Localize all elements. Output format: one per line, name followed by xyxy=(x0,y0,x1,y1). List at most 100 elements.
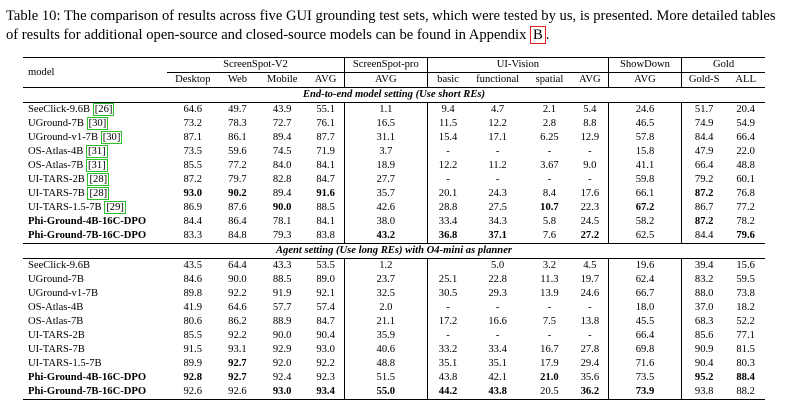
metric-cell: 95.2 xyxy=(681,371,727,385)
model-name-text: UI-TARS-1.5-7B xyxy=(28,202,102,213)
metric-cell: 66.4 xyxy=(681,159,727,173)
citation-link[interactable]: [28] xyxy=(87,173,110,186)
metric-cell: 93.1 xyxy=(228,344,247,355)
metric-cell: 41.1 xyxy=(607,159,682,173)
model-name-text: Phi-Ground-4B-16C-DPO xyxy=(28,216,147,227)
subheader: spatial xyxy=(535,74,564,85)
metric-cell: 17.1 xyxy=(488,132,507,143)
model-name: OS-Atlas-4B [31] xyxy=(23,145,167,159)
citation-number: 26 xyxy=(98,104,109,115)
metric-cell: 24.3 xyxy=(488,188,507,199)
metric-cell: 35.7 xyxy=(343,187,428,201)
metric-cell: 88.9 xyxy=(272,316,292,327)
metric-cell: 88.2 xyxy=(726,385,765,400)
metric-cell: 82.8 xyxy=(272,174,292,185)
model-name: UI-TARS-2B [28] xyxy=(23,173,167,187)
metric-cell: 44.2 xyxy=(426,385,469,400)
metric-cell: - xyxy=(495,330,500,341)
metric-cell: 10.7 xyxy=(540,202,559,213)
model-name: UI-TARS-2B xyxy=(23,329,167,343)
subheader: AVG xyxy=(343,72,428,88)
metric-cell: 33.2 xyxy=(426,343,469,357)
table-body: End-to-end model setting (Use short REs)… xyxy=(23,87,765,400)
citation-link[interactable]: [30] xyxy=(86,117,109,130)
metric-cell: 27.2 xyxy=(580,230,600,241)
metric-cell: 84.4 xyxy=(681,131,727,145)
model-name: UI-TARS-1.5-7B [29] xyxy=(23,201,167,215)
metric-cell: 2.1 xyxy=(527,102,572,117)
model-name-text: UGround-v1-7B xyxy=(28,132,99,143)
appendix-link[interactable]: B xyxy=(530,26,546,44)
metric-cell: 92.9 xyxy=(272,344,292,355)
metric-cell: 92.6 xyxy=(167,385,219,400)
metric-cell: - xyxy=(588,174,592,185)
model-name-text: UGround-7B xyxy=(28,118,84,129)
group-header: ScreenSpot-V2 xyxy=(167,57,345,73)
metric-cell: 22.3 xyxy=(580,202,600,213)
metric-cell: 73.9 xyxy=(607,385,682,400)
model-name-text: SeeClick-9.6B xyxy=(28,260,91,271)
table-caption: Table 10: The comparison of results acro… xyxy=(6,7,778,45)
metric-cell: 69.8 xyxy=(607,343,682,357)
metric-cell: 73.5 xyxy=(183,146,202,157)
metric-cell: 43.8 xyxy=(426,371,469,385)
metric-cell: 11.3 xyxy=(540,274,559,285)
metric-cell: 18.9 xyxy=(343,159,428,173)
metric-cell: 35.1 xyxy=(488,358,507,369)
metric-cell: 73.5 xyxy=(607,371,682,385)
metric-cell: - xyxy=(426,145,469,159)
metric-cell: 78.1 xyxy=(272,216,292,227)
metric-cell: 4.5 xyxy=(571,258,609,273)
subheader: functional xyxy=(476,74,520,85)
table-row: Phi-Ground-4B-16C-DPO 92.8 92.7 92.4 92.3 51.… xyxy=(23,371,765,385)
citation-link[interactable]: [31] xyxy=(85,145,108,158)
metric-cell: 84.4 xyxy=(183,216,202,227)
metric-cell: 80.6 xyxy=(183,316,202,327)
table-row: UGround-7B 84.6 90.0 88.5 89.0 23.7 25.1 22.8 11… xyxy=(23,273,765,287)
metric-cell: 76.8 xyxy=(736,188,755,199)
citation-link[interactable]: [26] xyxy=(92,103,115,116)
subheader: Gold-S xyxy=(681,72,727,88)
metric-cell: 92.0 xyxy=(272,358,292,369)
metric-cell: 92.7 xyxy=(228,358,247,369)
metric-cell: 2.8 xyxy=(542,118,557,129)
empty-cell xyxy=(426,258,469,273)
citation-link[interactable]: [28] xyxy=(87,187,110,200)
metric-cell: 84.0 xyxy=(272,160,292,171)
metric-cell: 38.0 xyxy=(343,215,428,229)
metric-cell: 46.5 xyxy=(607,117,682,131)
metric-cell: 85.6 xyxy=(681,329,727,343)
metric-cell: 93.0 xyxy=(183,188,202,199)
citation-link[interactable]: [30] xyxy=(100,131,123,144)
subheader-row: Desktop Web Mobile AVG AVG basic functio… xyxy=(23,72,765,88)
model-name: SeeClick-9.6B xyxy=(23,258,168,273)
metric-cell: 89.9 xyxy=(183,358,202,369)
metric-cell: 80.3 xyxy=(736,358,755,369)
citation-link[interactable]: [29] xyxy=(104,201,126,214)
model-name-text: UI-TARS-2B xyxy=(28,174,85,185)
metric-cell: 87.1 xyxy=(183,132,202,143)
metric-cell: 51.5 xyxy=(343,371,428,385)
metric-cell: 84.6 xyxy=(183,274,202,285)
caption-text: Table 10: The comparison of results acro… xyxy=(6,8,776,43)
metric-cell: 92.1 xyxy=(316,288,335,299)
metric-cell: 88.0 xyxy=(681,287,727,301)
metric-cell: 15.6 xyxy=(726,258,765,273)
metric-cell: 84.1 xyxy=(316,216,335,227)
metric-cell: 27.7 xyxy=(343,173,428,187)
metric-cell: 48.8 xyxy=(343,357,428,371)
group-header: ScreenSpot-pro xyxy=(343,57,428,73)
table-row: OS-Atlas-7B 80.6 86.2 88.9 84.7 21.1 17.2 16.6 7… xyxy=(23,315,765,329)
metric-cell: 66.1 xyxy=(607,187,682,201)
model-name: Phi-Ground-4B-16C-DPO xyxy=(23,215,167,229)
subheader: Web xyxy=(227,74,248,85)
metric-cell: 31.1 xyxy=(343,131,428,145)
citation-number: 29 xyxy=(109,202,121,213)
model-name-text: UI-TARS-7B xyxy=(28,344,85,355)
metric-cell: - xyxy=(495,302,500,313)
metric-cell: 79.6 xyxy=(736,230,755,241)
model-name: UI-TARS-1.5-7B xyxy=(23,357,167,371)
metric-cell: 92.4 xyxy=(272,372,292,383)
metric-cell: 7.5 xyxy=(542,316,557,327)
citation-link[interactable]: [31] xyxy=(85,159,108,172)
